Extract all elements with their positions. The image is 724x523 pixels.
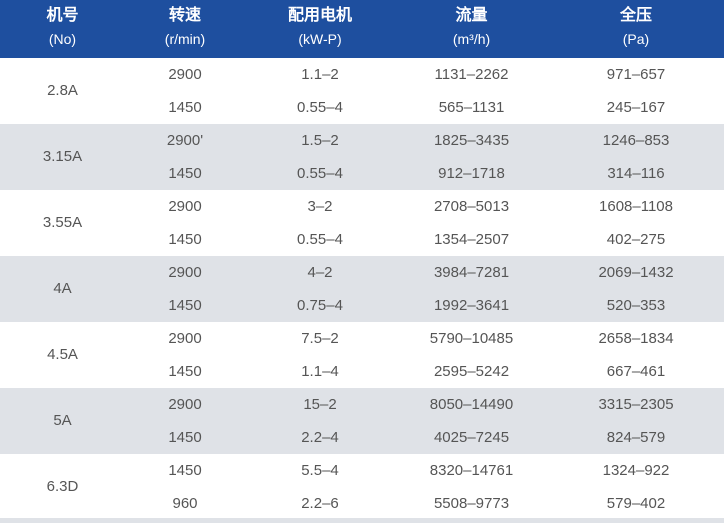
header-cell: 机号 (No) (0, 0, 125, 58)
header-unit: (kW-P) (298, 31, 342, 47)
table-cell: 8050–14490 (429, 396, 514, 413)
table-cell: 1450 (168, 462, 202, 479)
table-cell: 520–353 (606, 297, 666, 314)
table-cell: 667–461 (606, 363, 666, 380)
table-cell: 4025–7245 (433, 429, 510, 446)
table-cell: 2658–1834 (598, 330, 674, 347)
header-cell: 配用电机 (kW-P) (245, 0, 395, 58)
bottom-strip (0, 518, 724, 523)
table-cell: 3–2 (307, 198, 333, 215)
header-cell: 转速 (r/min) (125, 0, 245, 58)
row-group: 3.55A 2900 3–2 2708–5013 1608–1108 1450 0.55–4… (0, 190, 724, 256)
table-cell: 579–402 (606, 495, 666, 512)
table-cell: 565–1131 (438, 99, 505, 116)
table-cell: 960 (172, 495, 198, 512)
table-cell: 2900 (168, 198, 202, 215)
table-cell: 2900 (168, 330, 202, 347)
table-cell: 5790–10485 (429, 330, 514, 347)
table-cell: 7.5–2 (301, 330, 339, 347)
table-cell: 0.55–4 (297, 99, 343, 116)
row-group: 2.8A 2900 1.1–2 1131–2262 971–657 1450 0.55–4 5… (0, 58, 724, 124)
table-cell: 2069–1432 (598, 264, 674, 281)
table-cell: 2900 (168, 264, 202, 281)
table-cell: 402–275 (606, 231, 666, 248)
table-cell: 971–657 (606, 66, 666, 83)
model-number: 3.55A (42, 214, 83, 231)
row-group: 4.5A 2900 7.5–2 5790–10485 2658–1834 1450 1.1–… (0, 322, 724, 388)
model-number: 2.8A (47, 82, 78, 99)
table-cell: 1450 (168, 231, 202, 248)
table-cell: 0.55–4 (297, 231, 343, 248)
table-cell: 1450 (168, 99, 202, 116)
model-number: 3.15A (42, 148, 83, 165)
table-cell: 3315–2305 (598, 396, 674, 413)
header-cell: 全压 (Pa) (548, 0, 724, 58)
header-unit: (No) (48, 31, 77, 47)
table-cell: 1450 (168, 363, 202, 380)
header-unit: (Pa) (622, 31, 650, 47)
table-cell: 1131–2262 (434, 66, 509, 83)
table-cell: 1246–853 (602, 132, 670, 149)
table-cell: 2.2–6 (301, 495, 339, 512)
table-cell: 0.75–4 (297, 297, 343, 314)
table-cell: 314–116 (607, 165, 665, 182)
table-cell: 245–167 (606, 99, 666, 116)
header-title: 配用电机 (287, 7, 352, 24)
table-cell: 8320–14761 (429, 462, 514, 479)
table-cell: 3984–7281 (433, 264, 510, 281)
row-group: 6.3D 1450 5.5–4 8320–14761 1324–922 960 2.2–6 5… (0, 454, 724, 520)
model-number: 4A (53, 280, 72, 297)
model-number: 6.3D (46, 478, 79, 495)
table-header: 机号 (No) 转速 (r/min) 配用电机 (kW-P) 流量 (m³/h) 全压 (Pa) (0, 0, 724, 58)
table-cell: 15–2 (303, 396, 337, 413)
table-cell: 1992–3641 (433, 297, 510, 314)
table-cell: 0.55–4 (297, 165, 343, 182)
table-cell: 2708–5013 (433, 198, 510, 215)
table-cell: 1450 (168, 429, 202, 446)
table-cell: 1450 (168, 165, 202, 182)
header-title: 全压 (619, 7, 652, 24)
table-cell: 2900 (168, 396, 202, 413)
table-cell: 1354–2507 (433, 231, 510, 248)
row-group: 4A 2900 4–2 3984–7281 2069–1432 1450 0.75–4 199… (0, 256, 724, 322)
table-cell: 5508–9773 (433, 495, 510, 512)
table-cell: 912–1718 (438, 165, 505, 182)
table-cell: 1324–922 (602, 462, 670, 479)
model-number: 5A (53, 412, 72, 429)
header-title: 流量 (455, 7, 488, 24)
table-cell: 1.1–4 (301, 363, 339, 380)
table-cell: 1825–3435 (433, 132, 510, 149)
table-cell: 5.5–4 (301, 462, 339, 479)
header-cell: 流量 (m³/h) (395, 0, 548, 58)
header-unit: (r/min) (164, 31, 206, 47)
model-number: 4.5A (47, 346, 78, 363)
table-cell: 4–2 (307, 264, 333, 281)
table-cell: 1.5–2 (301, 132, 339, 149)
header-title: 转速 (168, 7, 201, 24)
header-unit: (m³/h) (452, 31, 491, 47)
table-cell: 1608–1108 (599, 198, 673, 215)
row-group: 5A 2900 15–2 8050–14490 3315–2305 1450 2.2–4 40… (0, 388, 724, 454)
table-cell: 1.1–2 (301, 66, 339, 83)
row-group: 3.15A 2900' 1.5–2 1825–3435 1246–853 1450 0.55… (0, 124, 724, 190)
table-cell: 2900' (166, 132, 204, 149)
table-cell: 2.2–4 (301, 429, 339, 446)
table-cell: 1450 (168, 297, 202, 314)
table-cell: 2900 (168, 66, 202, 83)
table-cell: 2595–5242 (433, 363, 510, 380)
table-cell: 824–579 (606, 429, 666, 446)
header-title: 机号 (46, 7, 79, 24)
